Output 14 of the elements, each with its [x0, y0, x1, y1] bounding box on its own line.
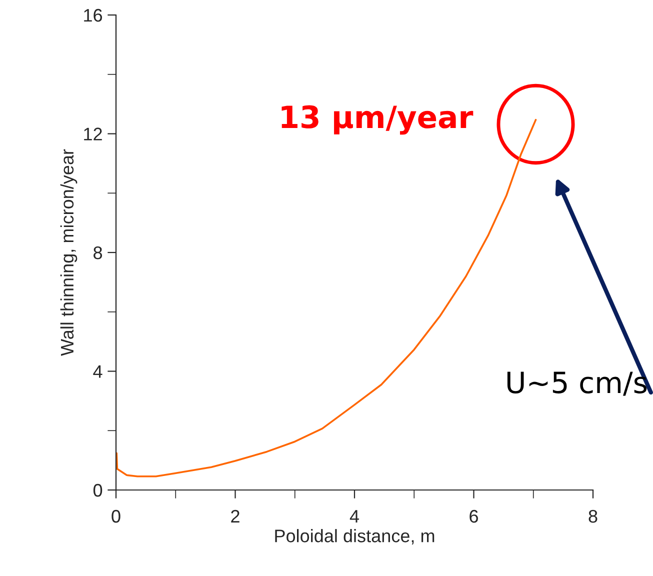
x-tick-label: 8: [588, 510, 598, 523]
y-tick-label: 4: [93, 365, 102, 378]
y-tick-label: 8: [94, 246, 102, 260]
y-tick-label: 12: [84, 128, 102, 140]
annotation: 13 µm/year: [282, 105, 474, 135]
x-tick-label: 2: [231, 510, 240, 523]
y-axis-title: Wall thinning, micron/year: [60, 149, 78, 356]
x-axis-title: Poloidal distance, m: [275, 529, 434, 544]
y-tick-label: 16: [84, 8, 102, 22]
y-tick-label: 0: [93, 484, 102, 497]
x-tick-label: 4: [350, 510, 359, 523]
x-tick-label: 6: [470, 510, 478, 523]
x-tick-label: 0: [112, 510, 120, 523]
annotation: U~5 cm/s: [507, 372, 647, 396]
